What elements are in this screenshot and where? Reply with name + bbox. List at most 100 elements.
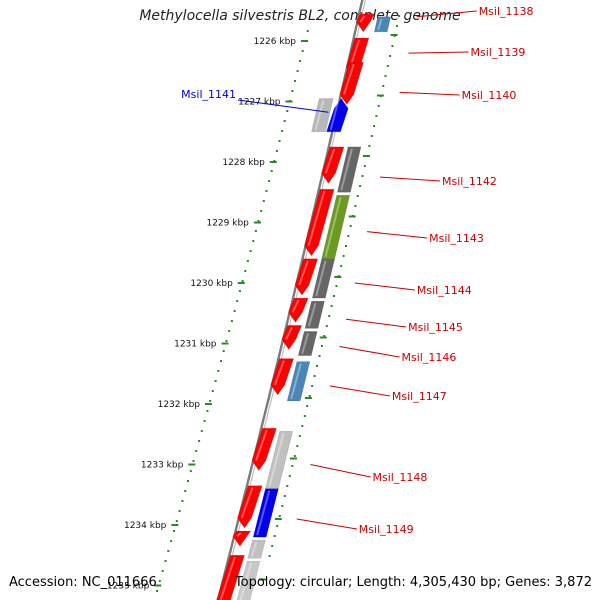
dot (200, 430, 203, 432)
dot (268, 555, 271, 557)
dot (220, 360, 222, 362)
leader-Msil_1140 (399, 91, 460, 96)
dot (252, 240, 255, 242)
dot (281, 130, 284, 132)
dot (293, 455, 296, 457)
gene-feature-shine (307, 190, 326, 247)
dot (178, 510, 181, 512)
dot (181, 500, 184, 502)
leader-Msil_1144 (354, 282, 415, 291)
dot (335, 285, 338, 287)
gene-label-Msil_1140: Msil_1140 (462, 89, 517, 102)
dot (254, 230, 257, 232)
gene-feature-shine (329, 100, 340, 131)
dot (236, 300, 239, 302)
gene-feature-11 (311, 258, 336, 299)
gene-feature-18 (251, 427, 277, 472)
gene-feature-shine (377, 18, 383, 31)
dot (318, 355, 321, 357)
dot (398, 15, 401, 17)
dot (342, 255, 345, 257)
gene-feature-23 (247, 539, 266, 559)
dot (313, 375, 316, 377)
ruler-label-1235: 1235 kbp (107, 582, 150, 592)
dot (333, 295, 335, 297)
gene-feature-7 (337, 146, 362, 193)
dot (349, 225, 352, 227)
dot (286, 110, 289, 112)
gene-feature-12 (288, 297, 309, 323)
dot (187, 480, 189, 482)
dot (217, 370, 220, 372)
dot (391, 45, 394, 47)
dot (184, 490, 187, 492)
gene-feature-5 (326, 97, 349, 133)
gene-feature-17 (286, 361, 311, 402)
dot (173, 530, 175, 532)
dot (301, 425, 304, 427)
leader-Msil_1141 (237, 99, 329, 113)
dot (167, 550, 170, 552)
leader-Msil_1143 (367, 231, 428, 239)
gene-feature-shine (324, 197, 342, 258)
gene-label-Msil_1146: Msil_1146 (402, 351, 457, 364)
dot (301, 50, 304, 52)
dot (361, 175, 364, 177)
dot (291, 465, 294, 467)
dot (257, 220, 260, 222)
dot (296, 445, 299, 447)
gene-label-Msil_1147: Msil_1147 (392, 390, 447, 403)
gene-feature-shine (315, 260, 327, 297)
dot (265, 190, 268, 192)
gene-feature-24 (216, 554, 245, 600)
dot (382, 85, 385, 87)
dot (386, 65, 389, 67)
dot (158, 580, 161, 582)
dot (377, 105, 380, 107)
gene-feature-3 (339, 61, 364, 106)
gene-feature-8 (304, 188, 335, 257)
dot (283, 120, 286, 122)
dot (189, 470, 192, 472)
gene-feature-16 (270, 358, 295, 396)
dot (211, 390, 214, 392)
gene-feature-shine (285, 326, 293, 340)
leader-Msil_1142 (379, 176, 441, 182)
dot (278, 515, 281, 517)
gene-feature-shine (343, 63, 355, 95)
dot (198, 440, 201, 442)
dot (276, 525, 279, 527)
gene-feature-13 (304, 300, 325, 329)
ruler-label-1229: 1229 kbp (206, 219, 249, 229)
dot (356, 195, 359, 197)
gene-feature-15 (297, 331, 318, 356)
dot (291, 90, 294, 92)
dot (306, 405, 309, 407)
gene-feature-6 (321, 146, 345, 184)
gene-feature-shine (301, 333, 310, 354)
leader-Msil_1149 (296, 518, 357, 530)
dot (164, 560, 167, 562)
gene-feature-shine (236, 532, 242, 537)
gene-feature-shine (298, 260, 309, 286)
gene-label-Msil_1144: Msil_1144 (417, 284, 472, 297)
dot (320, 345, 323, 347)
leader-Msil_1148 (310, 464, 371, 478)
dot (347, 235, 350, 237)
leader-Msil_1146 (339, 346, 400, 358)
topology-text: Topology: circular; Length: 4,305,430 bp… (234, 575, 592, 590)
dot (278, 140, 281, 142)
gene-feature-shine (255, 429, 268, 461)
dot (308, 395, 311, 397)
gene-feature-14 (281, 325, 303, 351)
gene-feature-shine (290, 363, 302, 400)
gene-feature-10 (294, 258, 319, 296)
leader-Msil_1145 (346, 318, 407, 328)
leader-Msil_1147 (329, 385, 390, 397)
leader-Msil_1138 (416, 10, 477, 18)
dot (306, 30, 309, 32)
dot (395, 25, 398, 27)
dot (373, 125, 376, 127)
